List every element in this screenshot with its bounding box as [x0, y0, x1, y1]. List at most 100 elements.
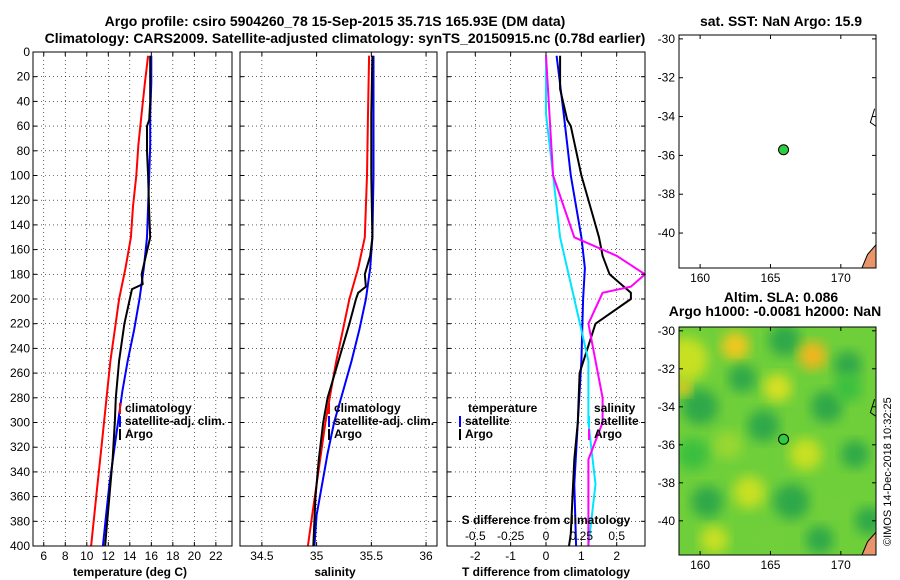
x-tick-label: 8 [62, 549, 69, 563]
y-tick-label: -34 [658, 400, 676, 414]
series-argo [104, 55, 152, 547]
heatmap-cell [840, 440, 869, 469]
sst-map-title: sat. SST: NaN Argo: 15.9 [700, 13, 862, 29]
t-difference-xlabel: T difference from climatology [462, 565, 630, 579]
x-tick-label: 22 [209, 549, 223, 563]
x-tick-label: 1 [578, 549, 585, 563]
y-tick-label: 120 [10, 193, 30, 207]
y-tick-label: -36 [658, 438, 676, 452]
heatmap-cell [854, 506, 876, 535]
legend-label: Argo [594, 427, 622, 441]
sla-heatmap [679, 327, 876, 555]
series-t-satellite [555, 55, 586, 547]
heatmap-cell [679, 438, 710, 471]
salinity-xlabel: salinity [314, 565, 356, 579]
y-tick-label: -38 [658, 476, 676, 490]
series-satellite-adj-clim- [313, 55, 375, 547]
series-s-argo [545, 55, 646, 546]
y-tick-label: 20 [17, 70, 31, 84]
plot-frame [239, 51, 438, 547]
heatmap-cell [798, 341, 827, 370]
heatmap-cell [700, 525, 729, 554]
series-argo [312, 55, 374, 547]
y-tick-label: -38 [658, 187, 676, 201]
y-tick-label: 100 [10, 169, 30, 183]
y-tick-label: -32 [658, 71, 676, 85]
sst-map-panel: 160 165 170 -30 -32 -34 -36 -38 -40 [658, 32, 877, 285]
x2-tick-label: 0 [543, 529, 550, 543]
y-tick-label: -40 [658, 514, 676, 528]
x-tick-label: 165 [760, 558, 780, 572]
y-tick-label: 40 [17, 94, 31, 108]
argo-float-marker [778, 144, 790, 156]
y-tick-label: 60 [17, 119, 31, 133]
heatmap-cell [733, 476, 766, 509]
legend-label: Argo [334, 427, 362, 441]
heatmap-cell [679, 379, 692, 396]
series-t-argo [559, 55, 632, 547]
x-tick-label: 35.5 [360, 549, 384, 563]
x-tick-label: 2 [613, 549, 620, 563]
y-tick-label: 320 [10, 440, 30, 454]
x-tick-label: 18 [166, 549, 180, 563]
y-tick-label: 360 [10, 490, 30, 504]
x2-tick-label: 0.25 [570, 529, 594, 543]
heatmap-cell [773, 483, 810, 520]
y-tick-label: -40 [658, 226, 676, 240]
x-tick-label: 34.5 [250, 549, 274, 563]
legend-title-salinity: salinity [594, 401, 636, 415]
x-tick-label: 20 [188, 549, 202, 563]
x-tick-label: 170 [831, 271, 851, 285]
y-tick-label: 220 [10, 317, 30, 331]
coastline [869, 399, 877, 417]
y-tick-label: -36 [658, 148, 676, 162]
heatmap-cell [833, 351, 862, 379]
heatmap-cell [721, 332, 750, 360]
x-tick-label: 0 [543, 549, 550, 563]
y-tick-label: -30 [658, 32, 676, 46]
map-frame [678, 326, 877, 556]
y-tick-label: -30 [658, 324, 676, 338]
heatmap-cell [789, 438, 822, 471]
x-tick-label: -1 [505, 549, 516, 563]
x-tick-label: 160 [690, 271, 710, 285]
s-difference-xlabel: S difference from climatology [462, 513, 631, 527]
legend-label: Argo [465, 427, 493, 441]
title-line-1: Argo profile: csiro 5904260_78 15-Sep-20… [105, 13, 566, 29]
x-tick-label: -2 [470, 549, 481, 563]
x2-tick-label: -0.25 [497, 529, 525, 543]
series-s-satellite [545, 55, 597, 547]
sla-map-subtitle: Argo h1000: -0.0081 h2000: NaN [669, 303, 881, 319]
legend-label: climatology [125, 401, 192, 415]
heatmap-cell [747, 409, 780, 442]
heatmap-cell [691, 485, 724, 518]
legend-label: satellite-adj. clim. [334, 414, 434, 428]
y-tick-label: 160 [10, 243, 30, 257]
series-satellite-adj-clim- [101, 55, 153, 547]
y-tick-label: 0 [23, 45, 30, 59]
argo-float-marker [778, 433, 790, 445]
legend-title-temperature: temperature [468, 401, 538, 415]
x-tick-label: 36 [419, 549, 433, 563]
y-tick-label: 200 [10, 292, 30, 306]
heatmap-cell [805, 525, 834, 554]
y-tick-label: 400 [10, 539, 30, 553]
coastline [869, 108, 877, 127]
heatmap-cell [763, 373, 792, 402]
heatmap-cell [756, 529, 785, 555]
y-tick-label: 260 [10, 366, 30, 380]
heatmap-cell [768, 327, 801, 357]
x-tick-label: 10 [80, 549, 94, 563]
legend-label: satellite [594, 414, 639, 428]
y-tick-label: -32 [658, 362, 676, 376]
y-tick-label: 180 [10, 267, 30, 281]
heatmap-cell [817, 495, 850, 528]
temperature-panel: 6 8 10 12 14 16 18 20 22020406080100120140160180… [10, 45, 233, 563]
y-tick-label: 380 [10, 514, 30, 528]
temperature-xlabel: temperature (deg C) [73, 565, 187, 579]
title-line-2: Climatology: CARS2009. Satellite-adjuste… [45, 30, 646, 46]
sla-map-panel: 160 165 170 -30 -32 -34 -36 -38 -40 [658, 324, 877, 572]
x-tick-label: 12 [102, 549, 116, 563]
heatmap-cell [810, 390, 843, 423]
legend-label: climatology [334, 401, 401, 415]
